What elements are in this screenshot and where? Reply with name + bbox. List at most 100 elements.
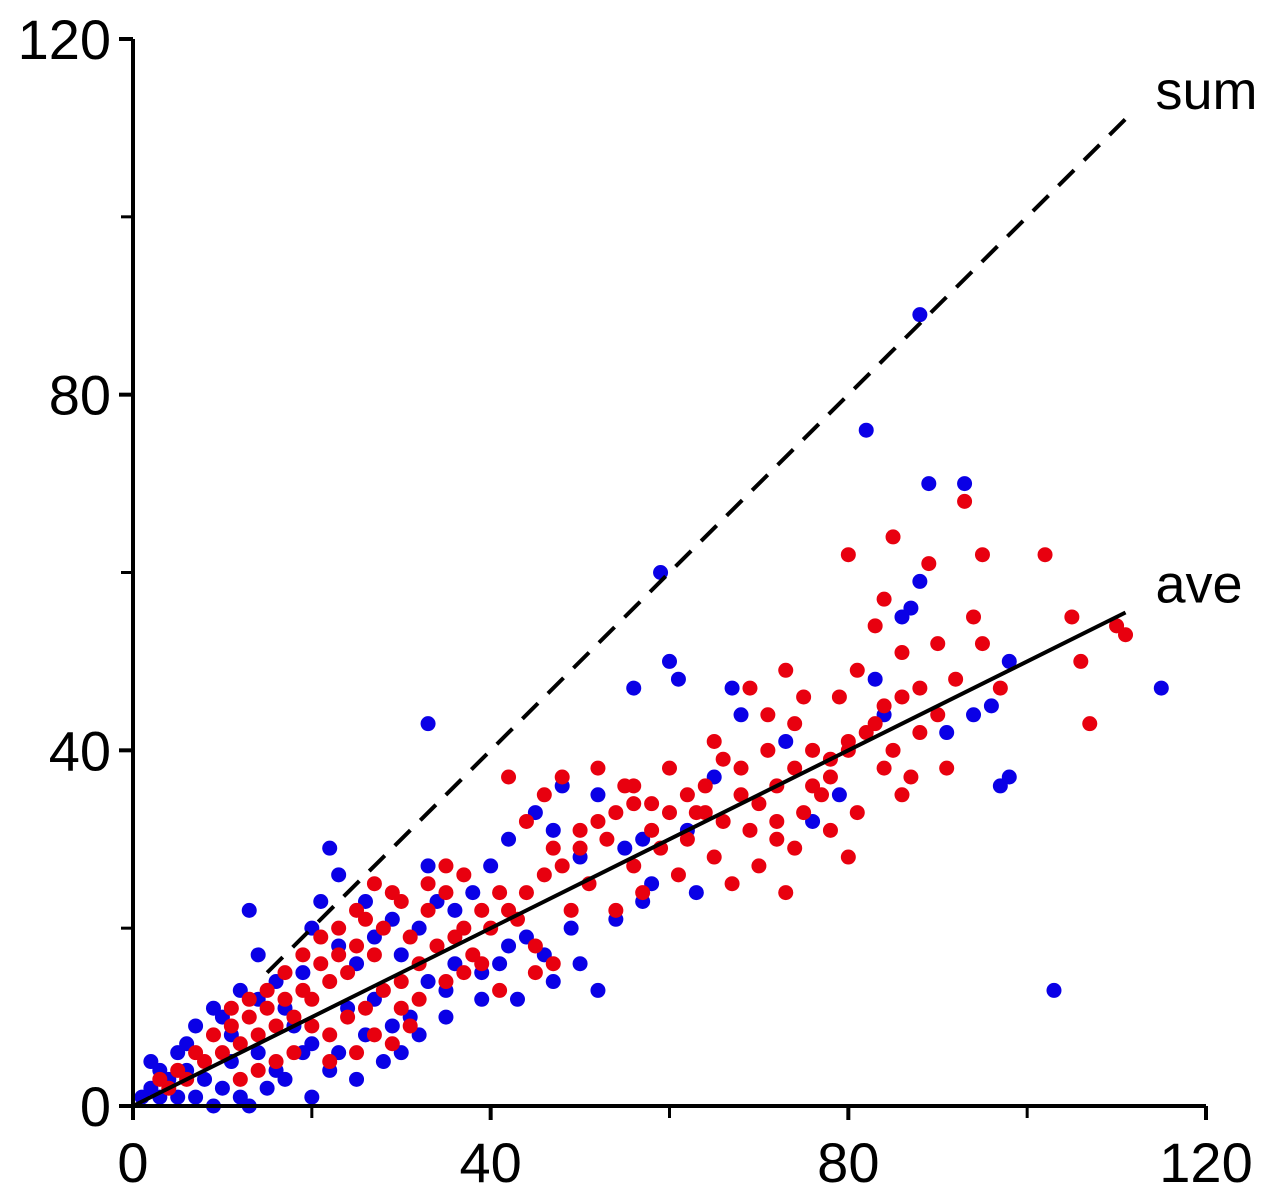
data-point [814,787,830,803]
sum-label: sum [1156,61,1258,121]
data-point [787,716,803,732]
y-tick-label: 80 [49,364,111,427]
data-point [644,822,660,838]
data-point [796,805,812,821]
data-point [492,982,508,998]
data-point [974,547,990,563]
data-point [876,760,892,776]
data-point [957,493,973,509]
data-point [393,974,409,990]
data-point [340,965,356,981]
data-point [331,867,347,883]
data-point [670,671,686,687]
data-point [787,840,803,856]
data-point [733,707,749,723]
data-point [921,556,937,572]
data-point [223,1000,239,1016]
data-point [831,787,847,803]
data-point [912,573,928,589]
data-point [295,982,311,998]
data-point [456,867,472,883]
data-point [822,769,838,785]
data-point [420,974,436,990]
data-point [787,760,803,776]
data-point [232,1036,248,1052]
data-point [420,902,436,918]
data-point [474,956,490,972]
data-point [590,760,606,776]
data-point [769,831,785,847]
data-point [429,938,445,954]
data-point [349,902,365,918]
data-point [1082,716,1098,732]
data-point [205,1027,221,1043]
data-point [349,938,365,954]
data-point [268,1054,284,1070]
data-point [778,885,794,901]
ave-label: ave [1156,555,1243,615]
data-point [250,1027,266,1043]
data-point [706,849,722,865]
data-point [930,636,946,652]
data-point [1064,609,1080,625]
data-point [492,885,508,901]
data-point [277,991,293,1007]
data-point [876,698,892,714]
data-point [715,751,731,767]
data-point [250,1045,266,1061]
data-point [304,1018,320,1034]
data-point [885,742,901,758]
data-point [152,1071,168,1087]
data-point [724,876,740,892]
data-point [563,920,579,936]
data-point [662,653,677,669]
data-point [518,813,534,829]
data-point [849,805,865,821]
data-point [769,813,785,829]
data-point [760,742,776,758]
data-point [867,618,883,634]
data-point [599,831,615,847]
points-layer [134,307,1169,1114]
x-tick-label: 120 [1159,1131,1252,1194]
data-point [357,1000,373,1016]
data-point [384,1036,400,1052]
ave-line [132,610,1127,1108]
x-tick-label: 0 [117,1131,148,1194]
data-point [313,929,329,945]
data-point [670,867,686,883]
data-point [590,982,606,998]
data-point [331,920,347,936]
data-point [545,840,561,856]
y-tick-label: 40 [49,719,111,782]
data-point [760,707,776,723]
data-point [742,680,758,696]
data-point [420,716,436,732]
data-point [563,902,579,918]
data-point [662,805,677,821]
data-point [572,840,588,856]
data-point [858,725,874,741]
data-point [223,1018,239,1034]
data-point [277,965,293,981]
data-point [626,858,642,874]
data-point [545,956,561,972]
data-point [501,769,517,785]
data-point [241,991,257,1007]
data-point [509,991,525,1007]
data-point [885,529,901,545]
data-point [974,636,990,652]
data-point [930,707,946,723]
data-point [349,1071,365,1087]
data-point [608,805,624,821]
data-point [313,956,329,972]
data-point [697,778,713,794]
data-point [912,307,928,323]
data-point [805,742,821,758]
data-point [822,822,838,838]
axes-layer: 0 40 80 120 0 40 80 120 [18,8,1253,1194]
data-point [438,858,454,874]
data-point [778,662,794,678]
data-point [554,769,570,785]
data-point [688,885,704,901]
